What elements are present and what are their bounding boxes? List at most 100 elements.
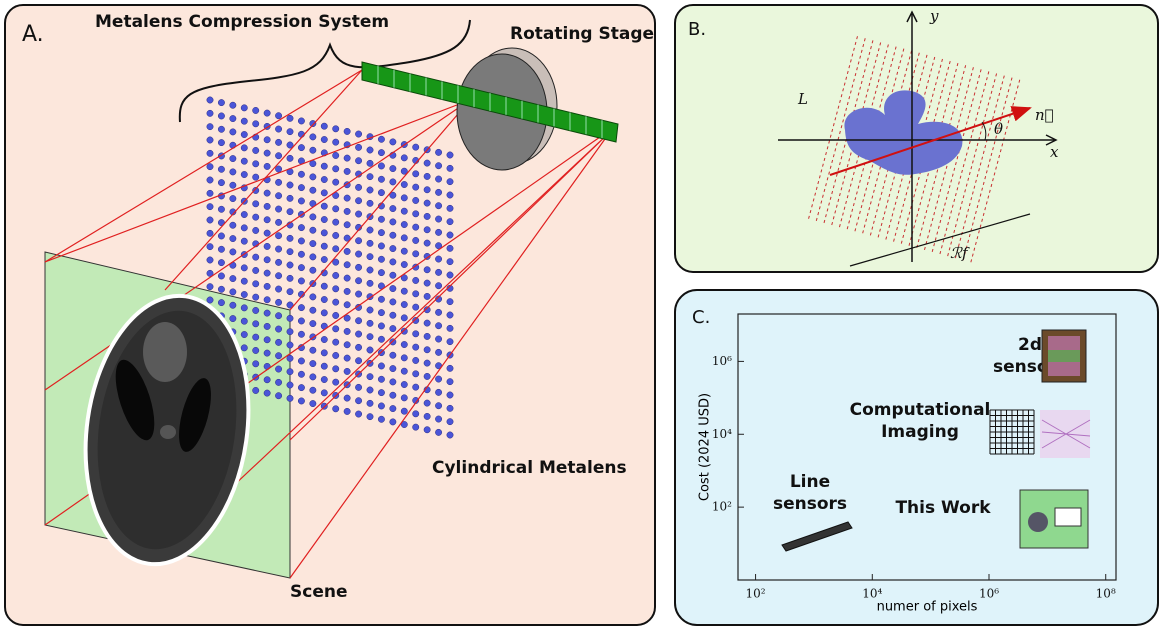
lens-dot — [287, 128, 293, 134]
lens-dot — [264, 323, 270, 329]
projection-label: ℛf — [950, 244, 970, 262]
lens-dot — [401, 355, 407, 361]
lens-dot — [241, 265, 247, 271]
figure: A. Metalens Compression System Rotating … — [0, 0, 1165, 631]
lens-dot — [287, 275, 293, 281]
lens-dot — [287, 382, 293, 388]
lens-dot — [435, 376, 441, 382]
lens-dot — [447, 365, 453, 371]
lens-dot — [367, 173, 373, 179]
lens-dot — [253, 214, 259, 220]
x-tick-label: 10⁸ — [1096, 587, 1116, 601]
lens-dot — [207, 283, 213, 289]
lens-dot — [287, 182, 293, 188]
system-label: Metalens Compression System — [95, 12, 389, 32]
lens-dot — [287, 195, 293, 201]
lens-dot — [378, 176, 384, 182]
stage-label: Rotating Stage — [510, 24, 654, 44]
lens-dot — [275, 299, 281, 305]
lens-dot — [207, 150, 213, 156]
lens-dot — [241, 105, 247, 111]
lens-dot — [390, 379, 396, 385]
lens-dot — [207, 97, 213, 103]
lens-dot — [241, 278, 247, 284]
scene-label: Scene — [290, 582, 347, 602]
lens-dot — [355, 278, 361, 284]
lens-dot — [424, 413, 430, 419]
lens-dot — [218, 99, 224, 105]
x-axis-label: numer of pixels — [877, 600, 978, 615]
lens-dot — [390, 165, 396, 171]
lens-dot — [344, 395, 350, 401]
lens-dot — [447, 325, 453, 331]
lens-dot — [253, 281, 259, 287]
lens-dot — [310, 374, 316, 380]
lens-dot — [367, 320, 373, 326]
lens-dot — [207, 163, 213, 169]
lens-dot — [264, 203, 270, 209]
lens-dot — [413, 184, 419, 190]
lens-dot — [367, 267, 373, 273]
lens-dot — [230, 302, 236, 308]
lens-dot — [378, 216, 384, 222]
lens-dot — [333, 152, 339, 158]
lens-dot — [355, 291, 361, 297]
y-tick-label: 10² — [712, 500, 732, 514]
lens-dot — [264, 350, 270, 356]
lens-dot — [355, 358, 361, 364]
lens-dot — [253, 107, 259, 113]
lens-dot — [447, 232, 453, 238]
lens-dot — [367, 240, 373, 246]
lens-dot — [241, 345, 247, 351]
lens-dot — [333, 366, 339, 372]
lens-dot — [298, 384, 304, 390]
lens-dot — [310, 320, 316, 326]
lens-dot — [447, 165, 453, 171]
lens-dot — [264, 337, 270, 343]
lens-dot — [253, 147, 259, 153]
lens-dot — [321, 350, 327, 356]
lens-dot — [321, 230, 327, 236]
lens-dot — [218, 166, 224, 172]
lens-dot — [207, 297, 213, 303]
lens-dot — [264, 390, 270, 396]
lens-dot — [378, 416, 384, 422]
lens-dot — [275, 153, 281, 159]
lens-dot — [355, 331, 361, 337]
sensor-icon-die — [1048, 350, 1080, 362]
lens-dot — [355, 411, 361, 417]
metalens-label: Cylindrical Metalens — [432, 458, 627, 478]
x-tick-label: 10⁶ — [979, 587, 999, 601]
lens-dot — [310, 267, 316, 273]
lens-dot — [401, 208, 407, 214]
lens-dot — [447, 432, 453, 438]
lens-dot — [435, 323, 441, 329]
lens-dot — [207, 230, 213, 236]
lens-dot — [435, 203, 441, 209]
lens-dot — [390, 325, 396, 331]
lens-dot — [298, 304, 304, 310]
lens-dot — [264, 257, 270, 263]
lens-dot — [230, 102, 236, 108]
lens-dot — [264, 110, 270, 116]
lens-dot — [241, 145, 247, 151]
lens-dot — [253, 174, 259, 180]
lens-dot — [241, 291, 247, 297]
lens-dot — [241, 211, 247, 217]
lens-dot — [333, 299, 339, 305]
panel-label: A. — [22, 22, 44, 47]
lens-dot — [321, 390, 327, 396]
lens-dot — [390, 392, 396, 398]
lens-dot — [424, 280, 430, 286]
lens-dot — [355, 318, 361, 324]
lens-dot — [413, 291, 419, 297]
lens-dot — [275, 166, 281, 172]
x-tick-label: 10⁴ — [862, 587, 882, 601]
lens-dot — [390, 285, 396, 291]
lens-dot — [435, 349, 441, 355]
lens-dot — [355, 131, 361, 137]
lens-dot — [401, 328, 407, 334]
lens-dot — [253, 161, 259, 167]
lens-dot — [230, 182, 236, 188]
lens-dot — [333, 379, 339, 385]
